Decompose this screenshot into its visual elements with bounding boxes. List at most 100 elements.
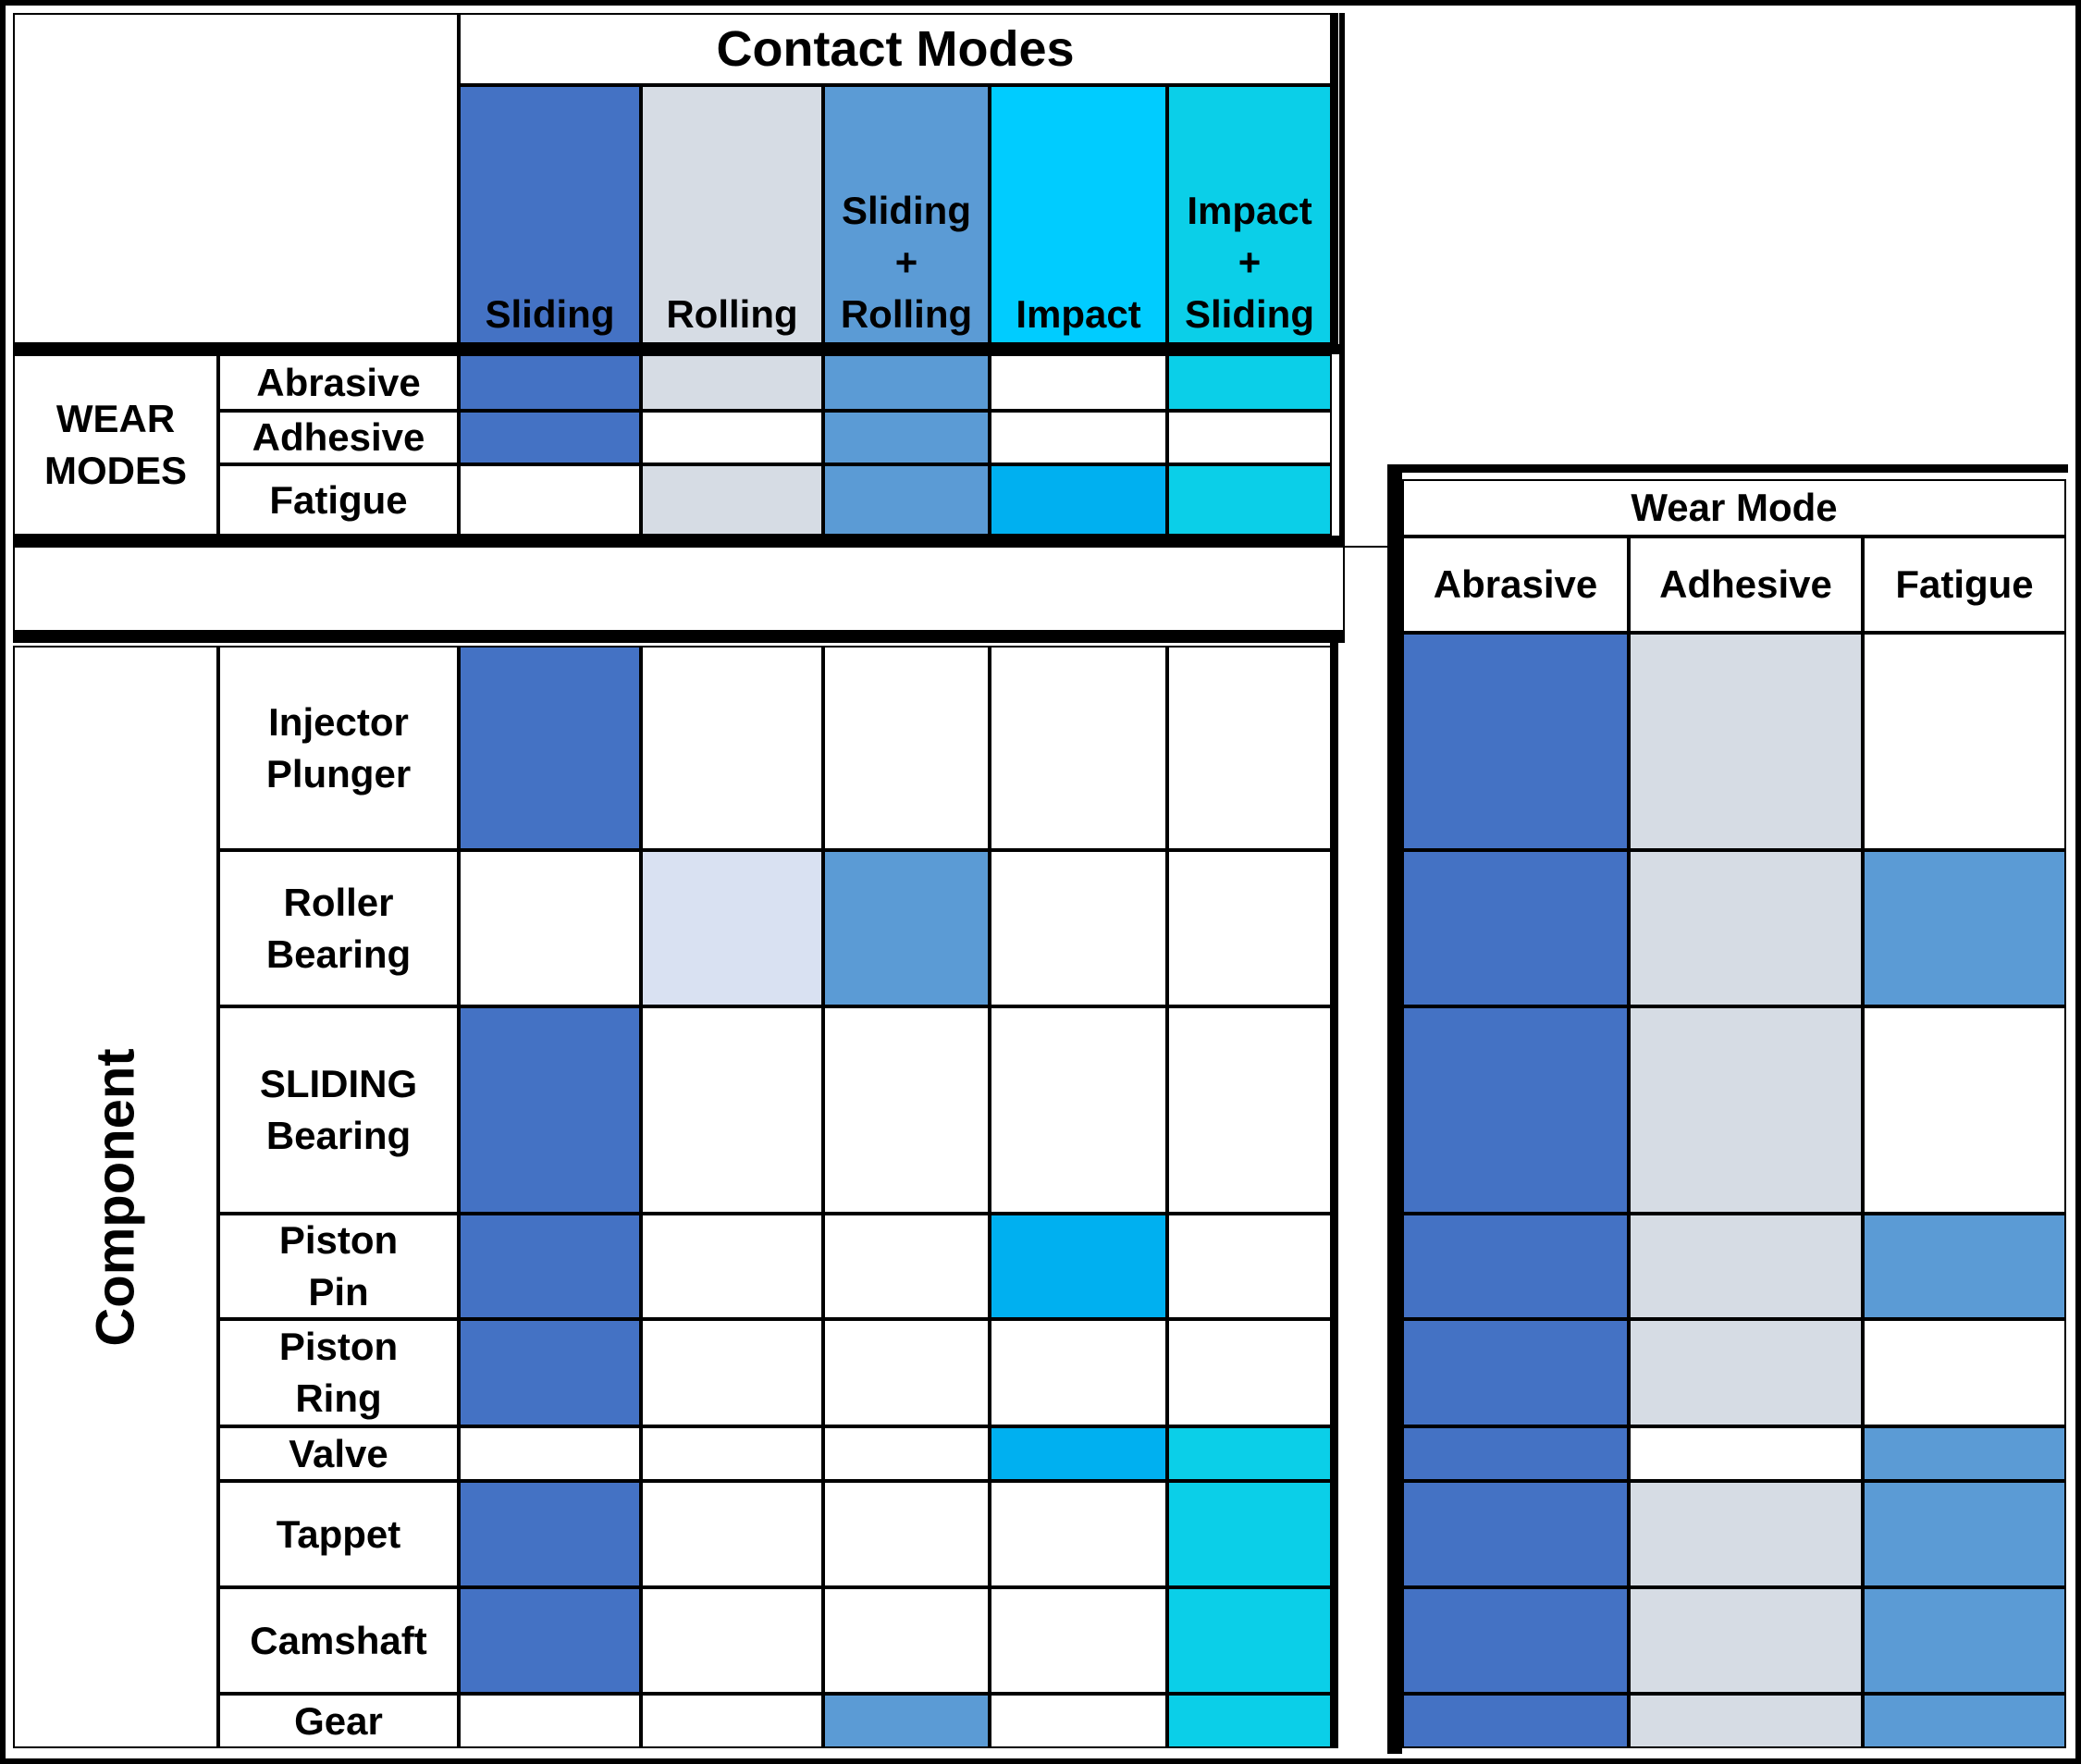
component-contact-cell (1167, 1481, 1332, 1587)
component-contact-cell (823, 850, 990, 1006)
spacer-blank (13, 546, 1345, 632)
divider-panel-top (1387, 464, 2068, 473)
component-name-text: Valve (289, 1428, 388, 1479)
contact-header-text: Rolling (666, 289, 797, 340)
contact-header-rolling: Rolling (641, 85, 823, 344)
component-name-line: Valve (289, 1431, 388, 1475)
component-contact-cell (1167, 1319, 1332, 1426)
component-wear-cell (1863, 1214, 2066, 1319)
contact-header-sliding_rolling: Sliding + Rolling (823, 85, 990, 344)
component-contact-cell (1167, 850, 1332, 1006)
divider-components-right (1330, 632, 1338, 1748)
component-contact-cell (990, 1006, 1167, 1214)
contact-header-sliding: Sliding (459, 85, 641, 344)
component-name-text: Gear (294, 1696, 383, 1746)
component-wear-cell (1402, 633, 1629, 850)
component-name-text: SLIDING Bearing (260, 1058, 417, 1162)
wear-mode-row-label: Abrasive (218, 354, 459, 411)
contact-header-line: Sliding (1185, 292, 1314, 336)
contact-header-line: Rolling (666, 292, 798, 336)
component-name-line: Injector (268, 699, 409, 744)
component-contact-cell (1167, 1006, 1332, 1214)
component-contact-cell (1167, 1587, 1332, 1694)
divider-top-right (1339, 13, 1345, 546)
wear-modes-label-text: WEAR MODES (44, 393, 187, 497)
component-contact-cell (990, 1426, 1167, 1481)
component-contact-cell (459, 1694, 641, 1748)
divider-gap (1345, 546, 1387, 548)
component-contact-cell (459, 646, 641, 850)
wear-contact-cell (1167, 464, 1332, 536)
wear-contact-cell (641, 411, 823, 464)
component-row-label: Valve (218, 1426, 459, 1481)
component-contact-cell (459, 1426, 641, 1481)
component-wear-cell (1402, 1319, 1629, 1426)
component-contact-cell (641, 1319, 823, 1426)
wear-modes-label-line: WEAR (55, 397, 176, 440)
component-contact-cell (641, 646, 823, 850)
component-wear-cell (1629, 1481, 1863, 1587)
component-contact-cell (990, 1694, 1167, 1748)
component-name-text: Tappet (277, 1509, 401, 1560)
wear-contact-cell (459, 411, 641, 464)
component-contact-cell (823, 1694, 990, 1748)
wear-modes-label-line: MODES (43, 449, 187, 492)
component-name-line: Plunger (265, 751, 412, 796)
contact-header-line: + (894, 241, 918, 284)
component-contact-cell (641, 1587, 823, 1694)
wear-contact-cell (1167, 354, 1332, 411)
component-name-line: Roller (283, 880, 394, 924)
component-name-line: Gear (294, 1698, 383, 1743)
component-contact-cell (459, 850, 641, 1006)
component-wear-cell (1863, 850, 2066, 1006)
component-wear-cell (1402, 1426, 1629, 1481)
wear-mode-title: Wear Mode (1402, 479, 2066, 537)
component-wear-cell (1863, 1481, 2066, 1587)
contact-modes-title: Contact Modes (459, 13, 1332, 85)
component-contact-cell (459, 1481, 641, 1587)
component-contact-cell (641, 1426, 823, 1481)
component-contact-cell (990, 1319, 1167, 1426)
component-label-text: Component (85, 1047, 146, 1347)
component-wear-cell (1629, 850, 1863, 1006)
wear-contact-cell (459, 354, 641, 411)
divider-below-wear-modes (13, 536, 1345, 546)
component-contact-cell (641, 850, 823, 1006)
component-contact-cell (1167, 646, 1332, 850)
component-wear-cell (1629, 1214, 1863, 1319)
component-wear-cell (1629, 633, 1863, 850)
component-name-line: Piston (278, 1218, 399, 1262)
component-wear-cell (1402, 850, 1629, 1006)
component-contact-cell (823, 1587, 990, 1694)
component-row-label: Tappet (218, 1481, 459, 1587)
component-wear-cell (1863, 1006, 2066, 1214)
component-contact-cell (990, 1214, 1167, 1319)
component-contact-cell (1167, 1214, 1332, 1319)
component-row-label: Injector Plunger (218, 646, 459, 850)
divider-panel-left (1387, 464, 1402, 1754)
component-label: Component (13, 646, 218, 1748)
component-name-line: Camshaft (250, 1618, 427, 1662)
component-contact-cell (990, 850, 1167, 1006)
contact-header-line: Sliding (842, 189, 971, 232)
component-wear-cell (1629, 1426, 1863, 1481)
component-name-text: Piston Pin (278, 1215, 399, 1317)
wear-contact-cell (990, 354, 1167, 411)
component-contact-cell (459, 1214, 641, 1319)
wear-contact-cell (1167, 411, 1332, 464)
corner-blank (13, 13, 459, 344)
component-name-line: Piston (278, 1325, 399, 1368)
component-name-line: Bearing (265, 1114, 412, 1157)
wear-contact-cell (990, 411, 1167, 464)
component-contact-cell (823, 1319, 990, 1426)
component-contact-cell (459, 1319, 641, 1426)
wear-mode-column-header: Abrasive (1402, 537, 1629, 633)
contact-header-text: Sliding + Rolling (841, 185, 972, 340)
component-wear-cell (1402, 1694, 1629, 1748)
component-wear-cell (1629, 1006, 1863, 1214)
contact-header-impact_sliding: Impact + Sliding (1167, 85, 1332, 344)
component-name-line: SLIDING (259, 1062, 418, 1105)
component-name-text: Piston Ring (279, 1321, 398, 1425)
component-contact-cell (459, 1587, 641, 1694)
